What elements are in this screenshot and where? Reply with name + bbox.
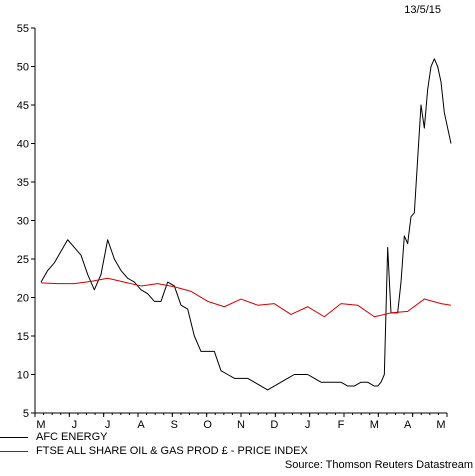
series-line-ftse-oil-gas xyxy=(40,277,452,318)
legend-swatch-black xyxy=(0,436,28,438)
y-axis-ticks: 5 10 15 20 25 30 35 40 45 50 55 xyxy=(17,23,35,420)
x-tick-label: A xyxy=(137,419,145,431)
y-tick-label: 25 xyxy=(17,254,29,266)
x-tick-label: A xyxy=(404,419,412,431)
y-tick-label: 20 xyxy=(17,293,29,305)
x-tick-label: J xyxy=(305,419,311,431)
legend-item-ftse-oil-gas: FTSE ALL SHARE OIL & GAS PROD £ - PRICE … xyxy=(0,445,308,458)
legend-swatch-red xyxy=(0,450,28,452)
y-tick-label: 5 xyxy=(23,408,29,420)
x-tick-label: J xyxy=(72,419,78,431)
y-tick-label: 45 xyxy=(17,100,29,112)
series-lines xyxy=(40,58,452,391)
x-tick-label: J xyxy=(105,419,111,431)
chart-date: 13/5/15 xyxy=(404,4,441,16)
legend-label: FTSE ALL SHARE OIL & GAS PROD £ - PRICE … xyxy=(36,445,308,457)
legend-label: AFC ENERGY xyxy=(36,431,108,443)
x-tick-label: S xyxy=(171,419,178,431)
series-line-afc-energy xyxy=(40,58,452,391)
y-tick-label: 35 xyxy=(17,177,29,189)
y-tick-label: 55 xyxy=(17,23,29,35)
y-tick-label: 10 xyxy=(17,370,29,382)
x-tick-label: N xyxy=(237,419,245,431)
legend-item-afc-energy: AFC ENERGY xyxy=(0,431,108,444)
x-tick-label: M xyxy=(436,419,445,431)
x-tick-label: F xyxy=(338,419,345,431)
y-tick-label: 40 xyxy=(17,139,29,151)
x-tick-label: M xyxy=(36,419,45,431)
y-tick-label: 15 xyxy=(17,331,29,343)
source-note: Source: Thomson Reuters Datastream xyxy=(284,459,473,471)
y-tick-label: 50 xyxy=(17,62,29,74)
x-tick-label: O xyxy=(203,419,212,431)
x-tick-label: D xyxy=(270,419,278,431)
y-tick-label: 30 xyxy=(17,216,29,228)
x-tick-label: M xyxy=(370,419,379,431)
